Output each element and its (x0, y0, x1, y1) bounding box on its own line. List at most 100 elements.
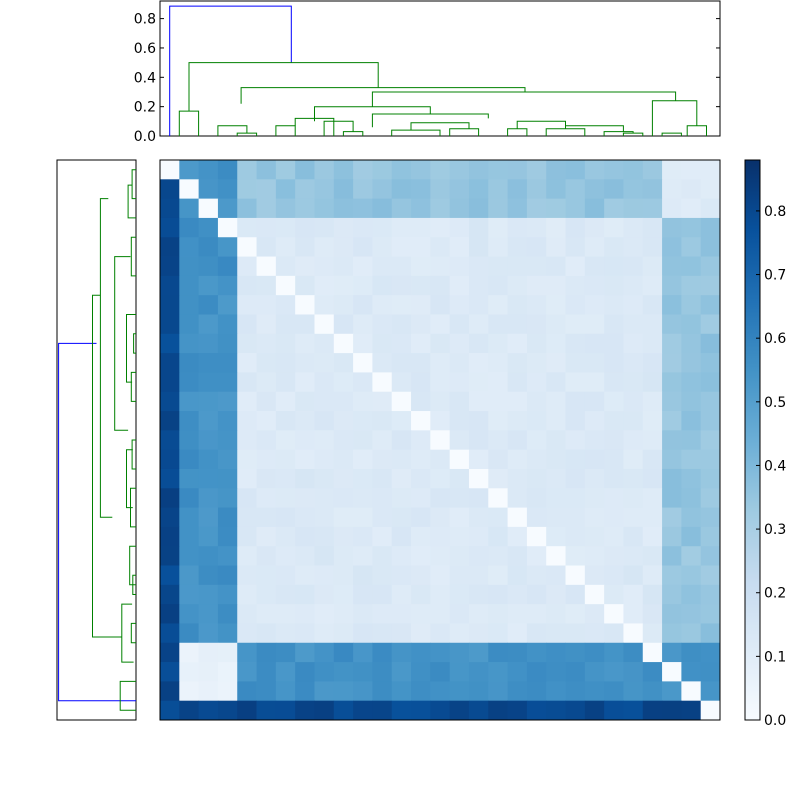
heatmap-cell (275, 488, 296, 508)
heatmap-cell (565, 604, 586, 624)
heatmap-cell (179, 372, 200, 393)
heatmap-cell (449, 391, 470, 412)
heatmap-cell (507, 584, 528, 605)
heatmap-cell (526, 546, 547, 566)
heatmap-cell (623, 507, 644, 528)
heatmap-cell (546, 179, 566, 200)
heatmap-cell (642, 391, 663, 412)
top-dendrogram-link-8 (178, 110, 200, 136)
heatmap-cell (256, 198, 277, 219)
heatmap-cell (372, 662, 393, 682)
heatmap-cell (237, 507, 257, 528)
heatmap-cell (160, 237, 180, 257)
heatmap-cell (526, 642, 547, 663)
heatmap-cell (662, 662, 682, 682)
heatmap-cell (314, 449, 335, 470)
heatmap-cell (314, 256, 335, 277)
heatmap-cell (353, 217, 373, 238)
heatmap-cell (411, 275, 431, 296)
heatmap-cell (449, 604, 470, 624)
heatmap-cell (256, 179, 277, 200)
heatmap-cell (526, 179, 547, 200)
colorbar-tick-label: 0.3 (764, 522, 786, 538)
heatmap-cell (333, 546, 354, 566)
heatmap-cell (526, 295, 547, 315)
heatmap-cell (217, 179, 238, 200)
heatmap-frame (159, 159, 721, 721)
heatmap-cell (275, 391, 296, 412)
heatmap-cell (584, 179, 605, 200)
heatmap-cell (565, 275, 586, 296)
heatmap-cell (430, 275, 451, 296)
heatmap-cell (449, 353, 470, 373)
heatmap-cell (565, 391, 586, 412)
heatmap-cell (237, 372, 257, 393)
heatmap-cell (275, 179, 296, 200)
heatmap-cell (642, 584, 663, 605)
top-dendrogram-link-2 (240, 87, 526, 104)
heatmap-cell (372, 488, 393, 508)
heatmap-cell (353, 488, 373, 508)
heatmap-cell (160, 449, 180, 470)
colorbar-axis: 0.0 0.1 0.2 0.3 0.4 0.5 0.6 0.7 0.8 (756, 204, 786, 729)
heatmap-cell (449, 256, 470, 277)
colorbar-tick-label: 0.6 (764, 331, 786, 347)
heatmap-cell (604, 584, 624, 605)
heatmap-cell (468, 275, 489, 296)
heatmap-cell (295, 372, 315, 393)
heatmap-cell (198, 488, 219, 508)
heatmap-cell (681, 642, 702, 663)
heatmap-cell (604, 198, 624, 219)
heatmap-cell (526, 217, 547, 238)
heatmap-cell (295, 526, 315, 547)
heatmap-cell (237, 353, 257, 373)
heatmap-cell (565, 623, 586, 644)
heatmap-cell (160, 372, 180, 393)
heatmap-cell (372, 468, 393, 489)
top-dendrogram-link-3 (371, 91, 677, 107)
heatmap-cell (449, 160, 470, 180)
heatmap-cell (353, 546, 373, 566)
heatmap-cell (391, 353, 412, 373)
heatmap-cell (237, 237, 257, 257)
heatmap-cell (179, 700, 200, 721)
heatmap-cell (217, 275, 238, 296)
heatmap-cell (604, 546, 624, 566)
heatmap-cell (565, 526, 586, 547)
heatmap-cell (198, 565, 219, 586)
heatmap-cell (353, 449, 373, 470)
heatmap-cell (411, 565, 431, 586)
heatmap-cell (314, 546, 335, 566)
heatmap-cell (700, 275, 721, 296)
heatmap-cell (295, 353, 315, 373)
heatmap-cell (160, 353, 180, 373)
heatmap-cell (526, 662, 547, 682)
heatmap-cell (217, 391, 238, 412)
heatmap-cell (642, 565, 663, 586)
heatmap-cell (411, 662, 431, 682)
heatmap-cell (411, 333, 431, 354)
heatmap-cell (449, 623, 470, 644)
heatmap-cell (662, 449, 682, 470)
heatmap-cell (295, 604, 315, 624)
heatmap-cell (546, 642, 566, 663)
heatmap-cell (700, 604, 721, 624)
heatmap-cell (179, 353, 200, 373)
heatmap-cell (662, 391, 682, 412)
heatmap-cell (179, 681, 200, 702)
heatmap-cell (449, 449, 470, 470)
heatmap-cell (488, 333, 508, 354)
heatmap-cell (391, 314, 412, 335)
heatmap-cell (160, 430, 180, 451)
heatmap-cell (411, 198, 431, 219)
heatmap-cell (353, 237, 373, 257)
heatmap-cell (546, 526, 566, 547)
heatmap-cell (526, 584, 547, 605)
heatmap-cell (217, 584, 238, 605)
heatmap-cell (217, 623, 238, 644)
heatmap-cell (237, 217, 257, 238)
top-dendrogram-link-17 (449, 128, 480, 136)
heatmap-cell (430, 565, 451, 586)
heatmap-cell (179, 333, 200, 354)
